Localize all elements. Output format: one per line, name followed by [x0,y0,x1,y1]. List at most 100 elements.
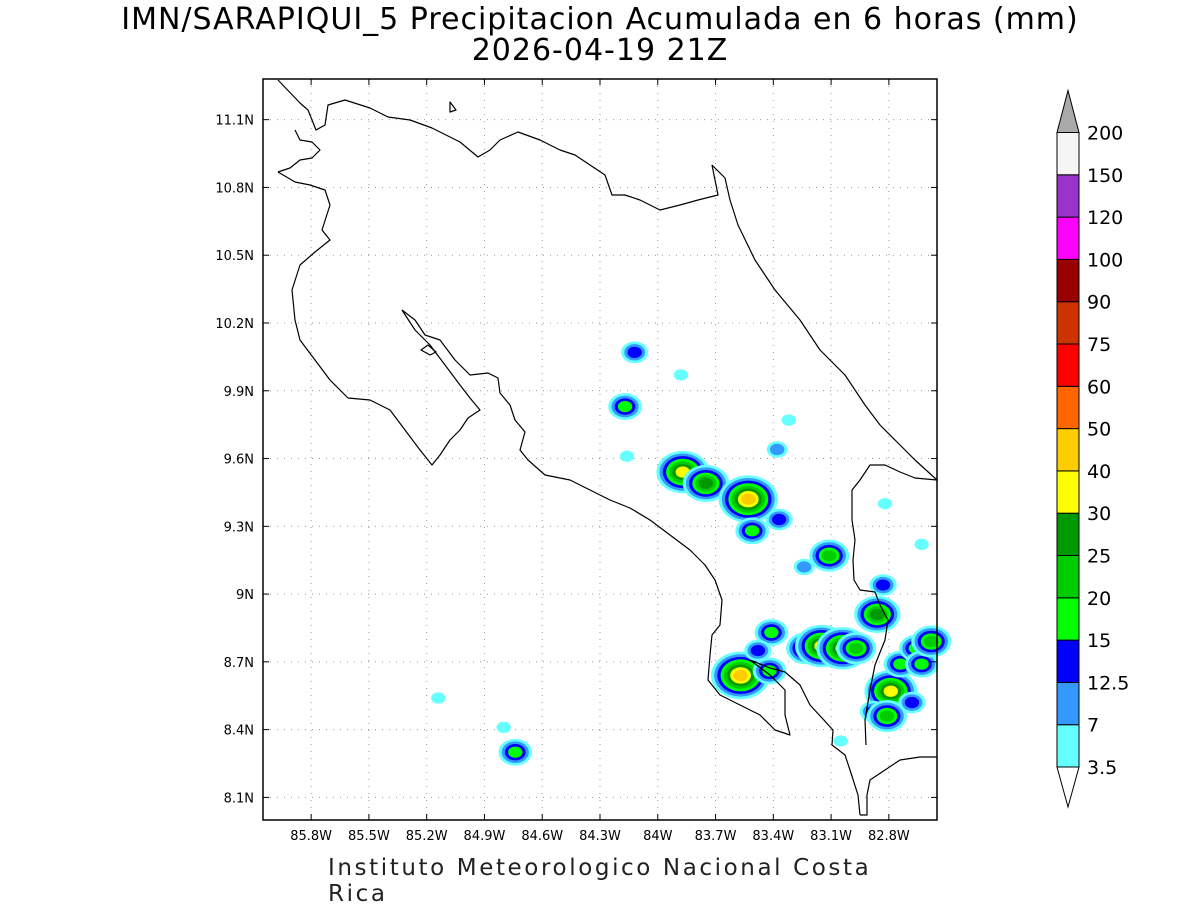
precip-cell [608,393,642,420]
colorbar-swatch [1056,385,1080,430]
precip-contour-15 [914,658,929,670]
grid-lines [263,79,937,820]
precip-contour-3.5 [833,735,848,747]
precip-contour-3.5 [877,498,893,510]
precip-contour-25 [698,477,714,489]
precip-cell [718,475,778,524]
x-tick-label: 84.3W [579,829,621,844]
colorbar-swatch [1056,639,1080,683]
colorbar-swatch [1056,343,1080,387]
y-tick-label: 8.1N [224,791,254,806]
precip-contour-20 [821,550,837,562]
map-subtitle-datetime: 2026-04-19 21Z [471,33,729,68]
colorbar-label: 60 [1087,376,1111,398]
y-tick-label: 9.6N [224,453,254,468]
y-tick-label: 9.3N [224,520,254,535]
colorbar-swatch [1056,258,1080,303]
y-tick-label: 8.4N [224,724,254,739]
coastline-path [420,344,437,356]
precip-contour-30 [883,685,898,697]
precip-cell [619,450,635,462]
colorbar-label: 50 [1087,419,1111,441]
coastline-path [851,464,938,491]
x-tick-label: 82.8W [868,829,910,844]
colorbar-label: 120 [1087,207,1123,229]
precip-contour-15 [508,746,523,758]
colorbar-swatch [1056,301,1080,345]
coastline-path [711,164,938,481]
colorbar-label: 150 [1087,165,1123,187]
x-tick-label: 85.8W [290,829,332,844]
colorbar-label: 200 [1087,123,1123,145]
precip-contour-12.5 [750,644,766,657]
colorbar-label: 100 [1087,249,1123,271]
y-tick-label: 8.7N [224,656,254,671]
precip-contour-15 [893,658,908,670]
footer-credit: Instituto Meteorologico Nacional Costa R… [328,855,872,907]
coastline-path [277,79,719,211]
colorbar-label: 15 [1087,630,1111,652]
colorbar-legend: 3.5 7 12.5 15 20 25 30 40 50 60 75 90 100 120 150 200 [1056,88,1129,809]
precip-cell [735,517,769,545]
map-frame [262,78,938,821]
map-title: IMN/SARAPIQUI_5 Precipitacion Acumulada … [121,2,1079,37]
precip-cell [766,441,788,458]
y-tick-label: 9.9N [224,385,254,400]
precip-contour-3.5 [673,369,689,381]
precip-contour-40 [741,493,756,505]
x-tick-label: 83.7W [695,829,737,844]
precip-cell [431,692,446,704]
colorbar-swatch [1056,470,1080,514]
colorbar-label: 25 [1087,546,1111,568]
x-tick-label: 85.5W [348,829,390,844]
colorbar-swatch [1056,428,1080,472]
precip-cell [904,650,939,678]
coastline-path [851,490,889,746]
x-tick-label: 84W [643,829,673,844]
coastline-borders [277,79,938,816]
x-tick-label: 84.9W [464,829,506,844]
colorbar-label: 90 [1087,292,1111,314]
colorbar-label: 40 [1087,461,1111,483]
colorbar-label: 3.5 [1087,757,1117,779]
precip-cell [673,369,689,381]
coastline-path [401,309,791,736]
precip-cell [496,721,511,733]
axis-ticks: 85.8W 85.5W 85.2W 84.9W 84.6W 84.3W 84W 83.7W 83… [215,79,937,844]
precip-cell [744,639,772,662]
precip-cell [854,595,901,634]
x-tick-label: 85.2W [406,829,448,844]
colorbar-swatch [1056,681,1080,726]
precip-contour-15 [762,665,777,677]
precip-cell [754,619,789,646]
coastline-path [449,101,457,113]
coastline-path [277,129,321,173]
x-tick-label: 83.4W [752,829,794,844]
colorbar-swatch [1056,724,1080,768]
precip-cell [710,651,771,700]
coastline-path [277,171,481,466]
x-tick-label: 83.1W [810,829,852,844]
precip-contour-3.5 [914,538,929,550]
precip-contour-3.5 [431,692,446,704]
colorbar-swatch [1056,174,1080,218]
precip-cell [833,735,848,747]
precip-contour-15 [744,525,760,537]
precipitation-cells [431,341,952,766]
precip-contour-15 [617,400,633,413]
precip-cell [765,508,793,531]
precip-contour-40 [733,669,748,682]
colorbar-label: 7 [1087,715,1099,737]
precip-contour-20 [879,710,895,722]
y-tick-label: 10.5N [215,249,254,264]
colorbar-label: 30 [1087,503,1111,525]
precip-contour-20 [924,635,939,648]
colorbar-arrow-high [1056,88,1080,133]
precip-cell [498,738,533,766]
precip-cell [914,538,929,550]
precip-contour-7 [796,561,812,573]
colorbar-swatch [1056,555,1080,599]
precip-cell [621,341,649,364]
precip-cell [869,574,897,596]
